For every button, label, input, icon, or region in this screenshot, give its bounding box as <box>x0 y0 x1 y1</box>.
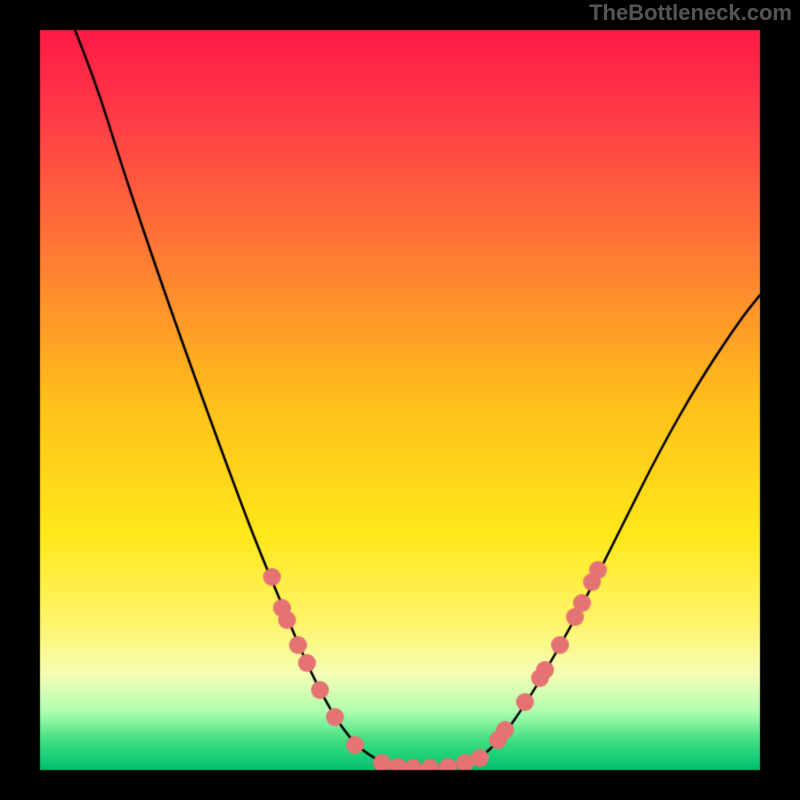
chart-stage: TheBottleneck.com <box>0 0 800 800</box>
chart-canvas <box>0 0 800 800</box>
watermark-label: TheBottleneck.com <box>589 0 792 26</box>
